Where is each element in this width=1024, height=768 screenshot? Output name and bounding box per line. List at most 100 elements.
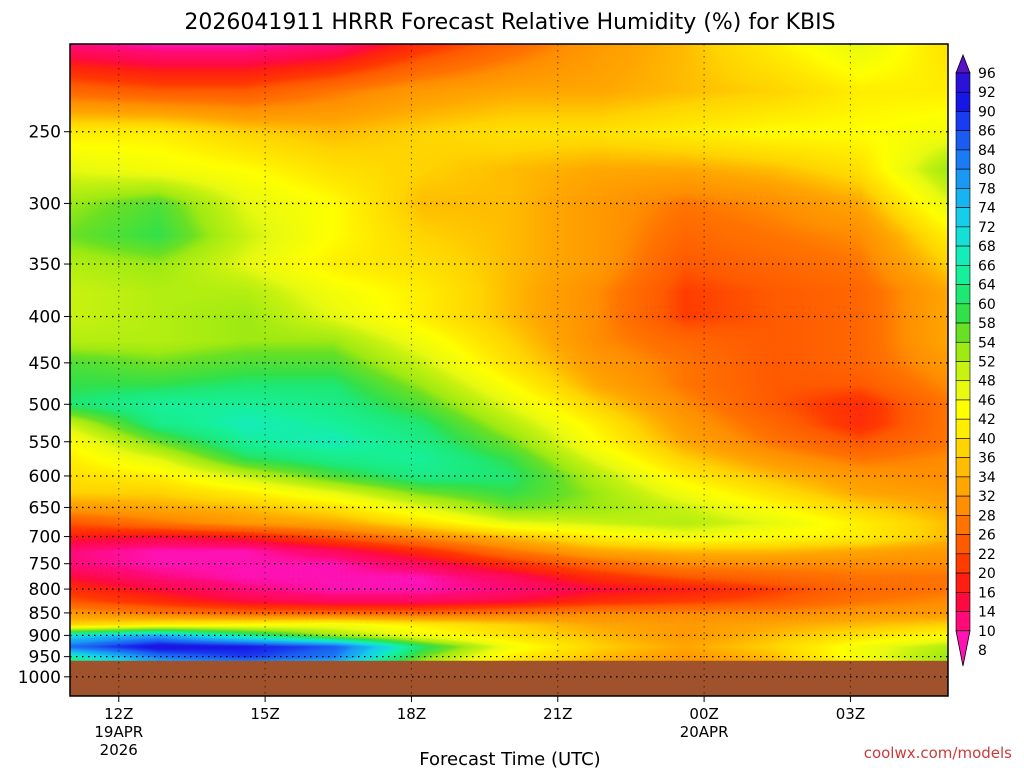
colorbar-label: 64 [978, 278, 996, 294]
y-axis: 2503003504004505005506006507007508008509… [18, 123, 70, 688]
colorbar-label: 80 [978, 162, 996, 178]
colorbar-label: 8 [978, 643, 987, 659]
y-tick-label: 600 [29, 467, 61, 487]
colorbar-swatch [955, 149, 971, 170]
y-tick-label: 700 [29, 528, 61, 548]
colorbar-swatch [955, 168, 971, 189]
y-tick-label: 800 [29, 580, 61, 600]
x-tick-label: 18Z [397, 705, 426, 723]
colorbar-label: 72 [978, 220, 996, 236]
terrain-below-ground [70, 660, 948, 696]
colorbar-label: 26 [978, 528, 996, 544]
rh-heatmap [70, 44, 948, 696]
colorbar-label: 46 [978, 393, 996, 409]
y-tick-label: 350 [29, 255, 61, 275]
plot-frame [69, 43, 949, 697]
colorbar-swatch [955, 130, 971, 151]
colorbar-label: 32 [978, 489, 996, 505]
y-tick-label: 1000 [18, 668, 61, 688]
colorbar-swatch [955, 72, 971, 93]
colorbar-swatch [955, 341, 971, 362]
x-tick-date: 19APR [94, 723, 143, 741]
colorbar-label: 90 [978, 104, 996, 120]
colorbar-swatch [955, 226, 971, 247]
colorbar-swatch [955, 534, 971, 555]
y-tick-label: 250 [29, 123, 61, 143]
y-tick-label: 750 [29, 555, 61, 575]
colorbar-label: 78 [978, 181, 996, 197]
colorbar-swatch [955, 553, 971, 574]
colorbar-label: 84 [978, 143, 996, 159]
heatmap-layer [70, 44, 948, 696]
y-tick-label: 950 [29, 648, 61, 668]
x-axis-label: Forecast Time (UTC) [419, 749, 600, 768]
colorbar-swatch [955, 457, 971, 478]
plot-area [69, 43, 949, 697]
credit-text: coolwx.com/models [864, 744, 1012, 762]
colorbar-swatch [955, 322, 971, 343]
y-tick-label: 900 [29, 626, 61, 646]
colorbar-label: 60 [978, 297, 996, 313]
colorbar-swatch [955, 53, 971, 74]
colorbar-swatch [955, 207, 971, 228]
x-tick-label: 12Z [104, 705, 133, 723]
colorbar-label: 68 [978, 239, 996, 255]
y-tick-label: 500 [29, 395, 61, 415]
colorbar-swatch [955, 91, 971, 112]
y-tick-label: 300 [29, 194, 61, 214]
y-tick-label: 550 [29, 433, 61, 453]
colorbar-label: 10 [978, 624, 996, 640]
colorbar-swatch [955, 495, 971, 516]
chart-title: 2026041911 HRRR Forecast Relative Humidi… [184, 10, 835, 35]
y-tick-label: 450 [29, 354, 61, 374]
colorbar-label: 28 [978, 508, 996, 524]
x-tick-label: 15Z [250, 705, 279, 723]
colorbar-swatch [955, 245, 971, 266]
colorbar-label: 86 [978, 124, 996, 140]
colorbar-label: 20 [978, 566, 996, 582]
colorbar-label: 22 [978, 547, 996, 563]
colorbar-label: 14 [978, 605, 996, 621]
colorbar-label: 96 [978, 66, 996, 82]
y-tick-label: 850 [29, 604, 61, 624]
colorbar-label: 74 [978, 201, 996, 217]
colorbar-label: 66 [978, 258, 996, 274]
colorbar-label: 34 [978, 470, 996, 486]
colorbar-swatch [955, 284, 971, 305]
x-tick-label: 00Z [689, 705, 718, 723]
colorbar-label: 58 [978, 316, 996, 332]
colorbar-swatch [955, 438, 971, 458]
colorbar-label: 42 [978, 412, 996, 428]
x-tick-date: 20APR [680, 723, 729, 741]
colorbar-swatch [955, 572, 971, 593]
colorbar-swatch [955, 303, 971, 324]
colorbar-label: 40 [978, 431, 996, 447]
x-tick-label: 03Z [836, 705, 865, 723]
x-tick-year: 2026 [100, 741, 138, 759]
colorbar-swatch [955, 630, 971, 667]
colorbar-swatch [955, 399, 971, 420]
colorbar-swatch [955, 611, 971, 632]
x-tick-label: 21Z [543, 705, 572, 723]
y-tick-label: 400 [29, 308, 61, 328]
colorbar-swatch [955, 591, 971, 612]
colorbar-label: 92 [978, 85, 996, 101]
colorbar-swatch [955, 515, 971, 535]
colorbar-swatch [955, 111, 971, 132]
colorbar-swatch [955, 476, 971, 497]
colorbar-swatch [955, 418, 971, 439]
colorbar-label: 16 [978, 585, 996, 601]
colorbar-swatch [955, 188, 971, 208]
colorbar-label: 48 [978, 374, 996, 390]
colorbar-swatch [955, 265, 971, 285]
colorbar-label: 36 [978, 451, 996, 467]
colorbar-label: 52 [978, 355, 996, 371]
colorbar-swatch [955, 380, 971, 401]
colorbar: 96 92 90 86 84 80 78 74 72 68 66 64 60 58 54 52 48 46 42 40… [955, 53, 996, 667]
grid-lines [70, 44, 948, 696]
colorbar-swatch [955, 361, 971, 382]
y-tick-label: 650 [29, 498, 61, 518]
